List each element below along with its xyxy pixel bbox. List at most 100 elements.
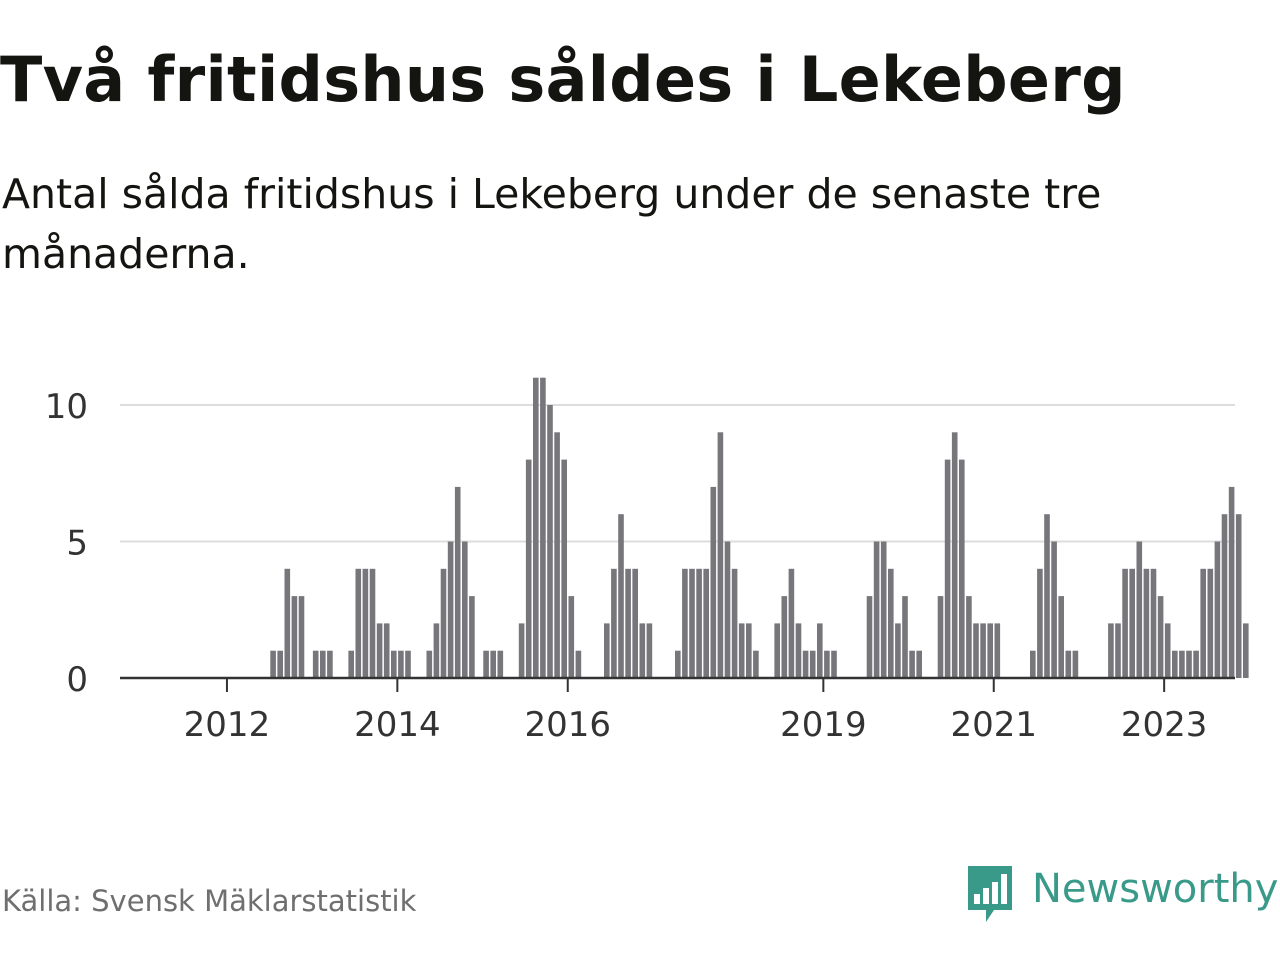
bar <box>902 596 908 678</box>
bar <box>454 486 461 678</box>
bar <box>980 623 986 678</box>
bar <box>1058 596 1064 678</box>
x-tick-label: 2023 <box>1121 705 1208 745</box>
bar <box>632 568 638 678</box>
bar <box>1207 568 1214 678</box>
bar <box>682 568 688 678</box>
bar <box>369 568 376 678</box>
bar <box>1150 568 1157 678</box>
bar <box>327 650 333 678</box>
bar <box>866 596 873 678</box>
bar <box>1214 541 1221 678</box>
axes <box>120 676 1235 692</box>
chart-title: Två fritidshus såldes i Lekeberg <box>0 43 1126 116</box>
bar <box>561 459 567 678</box>
bar <box>1200 568 1206 678</box>
bar <box>298 596 305 678</box>
brand-name: Newsworthy <box>1032 866 1279 912</box>
bar <box>817 623 823 678</box>
x-tick-label: 2014 <box>354 705 441 745</box>
bar <box>391 650 397 678</box>
bar <box>277 650 283 678</box>
bar <box>781 596 788 678</box>
grid-lines <box>120 404 1235 543</box>
value-annotation: 2 <box>1249 340 1271 349</box>
bar <box>533 377 539 678</box>
bar <box>405 650 411 678</box>
bar <box>1115 623 1121 678</box>
bar <box>1037 568 1043 678</box>
bar <box>696 568 702 678</box>
bar <box>1235 514 1242 678</box>
bar <box>497 650 504 678</box>
bar <box>689 568 695 678</box>
x-tick-label: 2016 <box>524 705 611 745</box>
bar <box>547 405 553 678</box>
bar <box>753 650 759 678</box>
bar <box>518 623 525 678</box>
bar <box>540 377 546 678</box>
bar <box>888 568 894 678</box>
bar <box>1221 514 1228 678</box>
bar <box>525 459 532 678</box>
bar <box>951 432 958 678</box>
bar <box>469 596 475 678</box>
bar <box>788 568 795 678</box>
bar <box>710 486 717 678</box>
bar <box>973 623 979 678</box>
bar <box>383 623 390 678</box>
y-tick-label: 10 <box>45 387 88 427</box>
bar <box>1172 650 1178 678</box>
bar <box>944 459 951 678</box>
bar <box>462 541 468 678</box>
bar <box>1044 514 1050 678</box>
bar <box>1243 623 1249 678</box>
bar <box>1051 541 1057 678</box>
bar-chart: 0 5 10 2012 2014 2016 2019 2021 2023 2 <box>45 340 1275 745</box>
source-note: Källa: Svensk Mäklarstatistik <box>2 884 417 918</box>
bars <box>270 377 1249 678</box>
bar <box>831 650 837 678</box>
bar <box>987 623 993 678</box>
bar <box>1122 568 1128 678</box>
x-tick-label: 2012 <box>184 705 271 745</box>
bar <box>795 623 802 678</box>
bar <box>1143 568 1150 678</box>
bar <box>895 623 901 678</box>
bar <box>1228 486 1235 678</box>
bar <box>568 596 575 678</box>
bar <box>312 650 319 678</box>
bar <box>1108 623 1114 678</box>
bar <box>611 568 617 678</box>
bar <box>909 650 915 678</box>
bar <box>937 596 944 678</box>
labels: 0 5 10 2012 2014 2016 2019 2021 2023 2 <box>45 340 1275 745</box>
bar <box>426 650 433 678</box>
bar <box>880 541 887 678</box>
bar <box>440 568 447 678</box>
bar <box>291 596 298 678</box>
bar <box>675 650 681 678</box>
bar-chart-speech-bubble-icon <box>968 866 1012 922</box>
bar <box>738 623 745 678</box>
bar <box>1129 568 1135 678</box>
bar <box>575 650 582 678</box>
bar <box>355 568 362 678</box>
bar <box>746 623 752 678</box>
bar <box>1186 650 1192 678</box>
bar <box>824 650 830 678</box>
bar <box>490 650 496 678</box>
bar <box>809 650 816 678</box>
bar <box>320 650 326 678</box>
chart-subtitle: Antal sålda fritidshus i Lekeberg under … <box>2 170 1102 278</box>
bar <box>916 650 922 678</box>
bar <box>618 514 624 678</box>
bar <box>1072 650 1079 678</box>
bar <box>1157 596 1164 678</box>
y-tick-label: 5 <box>66 524 88 564</box>
bar <box>717 432 724 678</box>
bar <box>398 650 404 678</box>
bar <box>270 650 276 678</box>
bar <box>724 541 731 678</box>
bar <box>646 623 653 678</box>
